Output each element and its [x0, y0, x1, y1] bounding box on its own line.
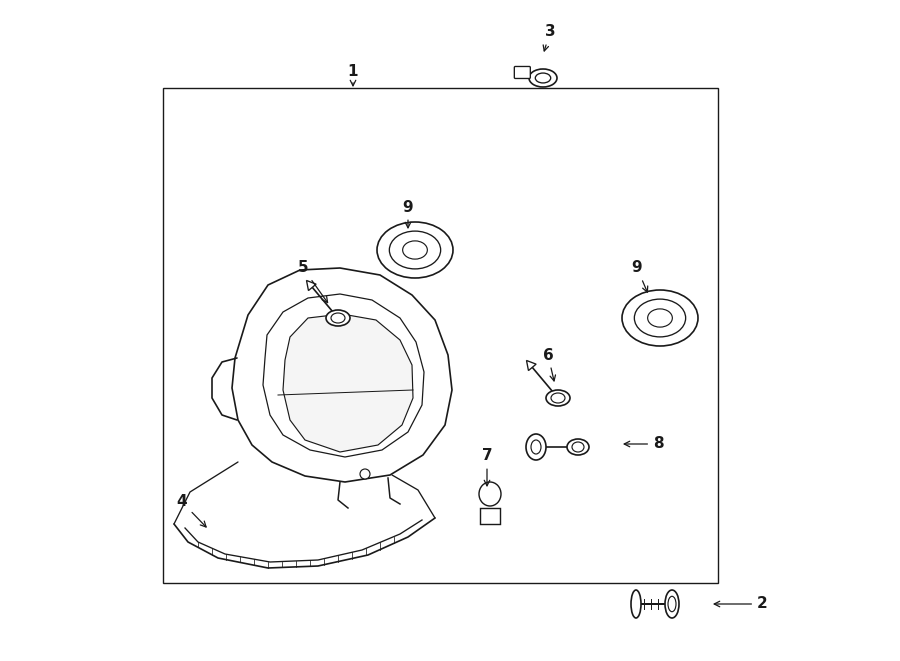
Text: 6: 6 — [543, 348, 555, 381]
Text: 4: 4 — [176, 494, 206, 527]
Circle shape — [360, 469, 370, 479]
Ellipse shape — [665, 590, 679, 618]
Ellipse shape — [648, 309, 672, 327]
Ellipse shape — [668, 596, 676, 611]
Ellipse shape — [402, 241, 428, 259]
FancyBboxPatch shape — [514, 67, 530, 79]
Text: 2: 2 — [715, 596, 768, 611]
Polygon shape — [307, 280, 316, 291]
Bar — [163, 88, 718, 583]
Polygon shape — [283, 314, 413, 452]
Polygon shape — [526, 360, 536, 371]
Text: 9: 9 — [632, 260, 648, 292]
Ellipse shape — [546, 390, 570, 406]
Polygon shape — [263, 294, 424, 457]
Ellipse shape — [531, 440, 541, 454]
Ellipse shape — [479, 482, 501, 506]
Ellipse shape — [622, 290, 698, 346]
Ellipse shape — [567, 439, 589, 455]
Ellipse shape — [331, 313, 345, 323]
Text: 9: 9 — [402, 200, 413, 228]
Ellipse shape — [634, 299, 686, 337]
Text: 8: 8 — [625, 436, 663, 451]
Ellipse shape — [529, 69, 557, 87]
Text: 3: 3 — [544, 24, 555, 51]
Ellipse shape — [526, 434, 546, 460]
FancyBboxPatch shape — [480, 508, 500, 524]
Ellipse shape — [326, 310, 350, 326]
Ellipse shape — [390, 231, 441, 269]
Ellipse shape — [551, 393, 565, 403]
Ellipse shape — [536, 73, 551, 83]
Ellipse shape — [377, 222, 453, 278]
Ellipse shape — [572, 442, 584, 452]
Text: 1: 1 — [347, 65, 358, 79]
Text: 5: 5 — [298, 260, 328, 303]
Ellipse shape — [631, 590, 641, 618]
Polygon shape — [232, 268, 452, 482]
Text: 7: 7 — [482, 449, 492, 486]
